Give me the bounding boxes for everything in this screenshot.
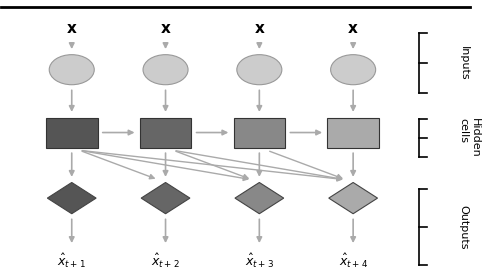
Text: $\mathbf{x}$: $\mathbf{x}$	[160, 21, 171, 36]
Text: $\hat{x}_{t+3}$: $\hat{x}_{t+3}$	[245, 252, 274, 270]
Polygon shape	[47, 182, 96, 214]
Text: $\hat{x}_{t+2}$: $\hat{x}_{t+2}$	[151, 252, 180, 270]
Text: Inputs: Inputs	[459, 46, 469, 80]
Ellipse shape	[237, 55, 282, 85]
Ellipse shape	[49, 55, 94, 85]
Polygon shape	[235, 182, 284, 214]
Polygon shape	[140, 118, 191, 148]
Ellipse shape	[143, 55, 188, 85]
Polygon shape	[46, 118, 98, 148]
Text: Hidden
cells: Hidden cells	[459, 118, 480, 158]
Text: $\mathbf{x}$: $\mathbf{x}$	[254, 21, 265, 36]
Polygon shape	[327, 118, 379, 148]
Polygon shape	[141, 182, 190, 214]
Text: $\mathbf{x}$: $\mathbf{x}$	[348, 21, 359, 36]
Text: $\mathbf{x}$: $\mathbf{x}$	[66, 21, 77, 36]
Polygon shape	[234, 118, 285, 148]
Text: Outputs: Outputs	[459, 205, 469, 249]
Text: $\hat{x}_{t+1}$: $\hat{x}_{t+1}$	[58, 252, 86, 270]
Text: $\hat{x}_{t+4}$: $\hat{x}_{t+4}$	[339, 252, 368, 270]
Ellipse shape	[331, 55, 376, 85]
Polygon shape	[329, 182, 378, 214]
